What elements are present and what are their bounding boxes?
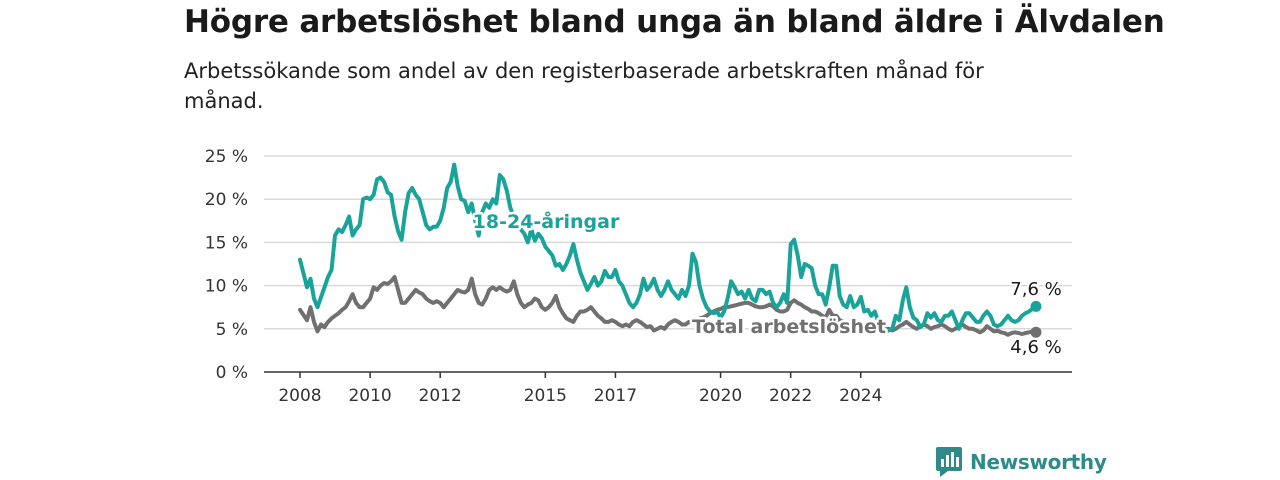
x-tick-label: 2017: [594, 386, 637, 406]
x-tick-label: 2010: [348, 386, 391, 406]
x-tick-label: 2022: [769, 386, 812, 406]
series-line-0: [298, 162, 1038, 333]
x-tick-label: 2024: [839, 386, 882, 406]
series-end-point: [1030, 300, 1042, 312]
series-labels: 18-24-åringar Total arbetslöshet 7,6 % 4,6 …: [470, 207, 1064, 361]
chart-subtitle: Arbetssökande som andel av den registerb…: [184, 59, 984, 113]
newsworthy-logo: Newsworthy: [936, 447, 1107, 477]
series-name-label: Total arbetslöshet: [692, 316, 886, 338]
brand-name: Newsworthy: [970, 450, 1107, 474]
y-tick-label: 25 %: [205, 147, 248, 167]
series-line-1: [298, 275, 1038, 337]
chart-title: Högre arbetslöshet bland unga än bland ä…: [184, 4, 1165, 40]
x-tick-label: 2008: [278, 386, 321, 406]
chart-logo-icon: [936, 447, 962, 477]
y-tick-label: 5 %: [216, 320, 248, 340]
y-tick-label: 0 %: [216, 363, 248, 383]
y-tick-label: 10 %: [205, 277, 248, 297]
x-tick-label: 2012: [419, 386, 462, 406]
x-tick-label: 2015: [524, 386, 567, 406]
x-tick-label: 2020: [699, 386, 742, 406]
y-tick-label: 15 %: [205, 233, 248, 253]
end-value-label: 7,6 %: [1010, 279, 1061, 300]
end-value-label: 4,6 %: [1010, 337, 1061, 358]
y-axis: 0 % 5 % 10 % 15 % 20 % 25 %: [205, 147, 248, 383]
series-end-point: [1030, 326, 1042, 338]
x-axis: 2008 2010 2012 2015 2017 2020 2022 2024: [264, 371, 1072, 406]
series-lines: [298, 162, 1042, 338]
series-name-label: 18-24-åringar: [473, 209, 620, 233]
y-tick-label: 20 %: [205, 190, 248, 210]
